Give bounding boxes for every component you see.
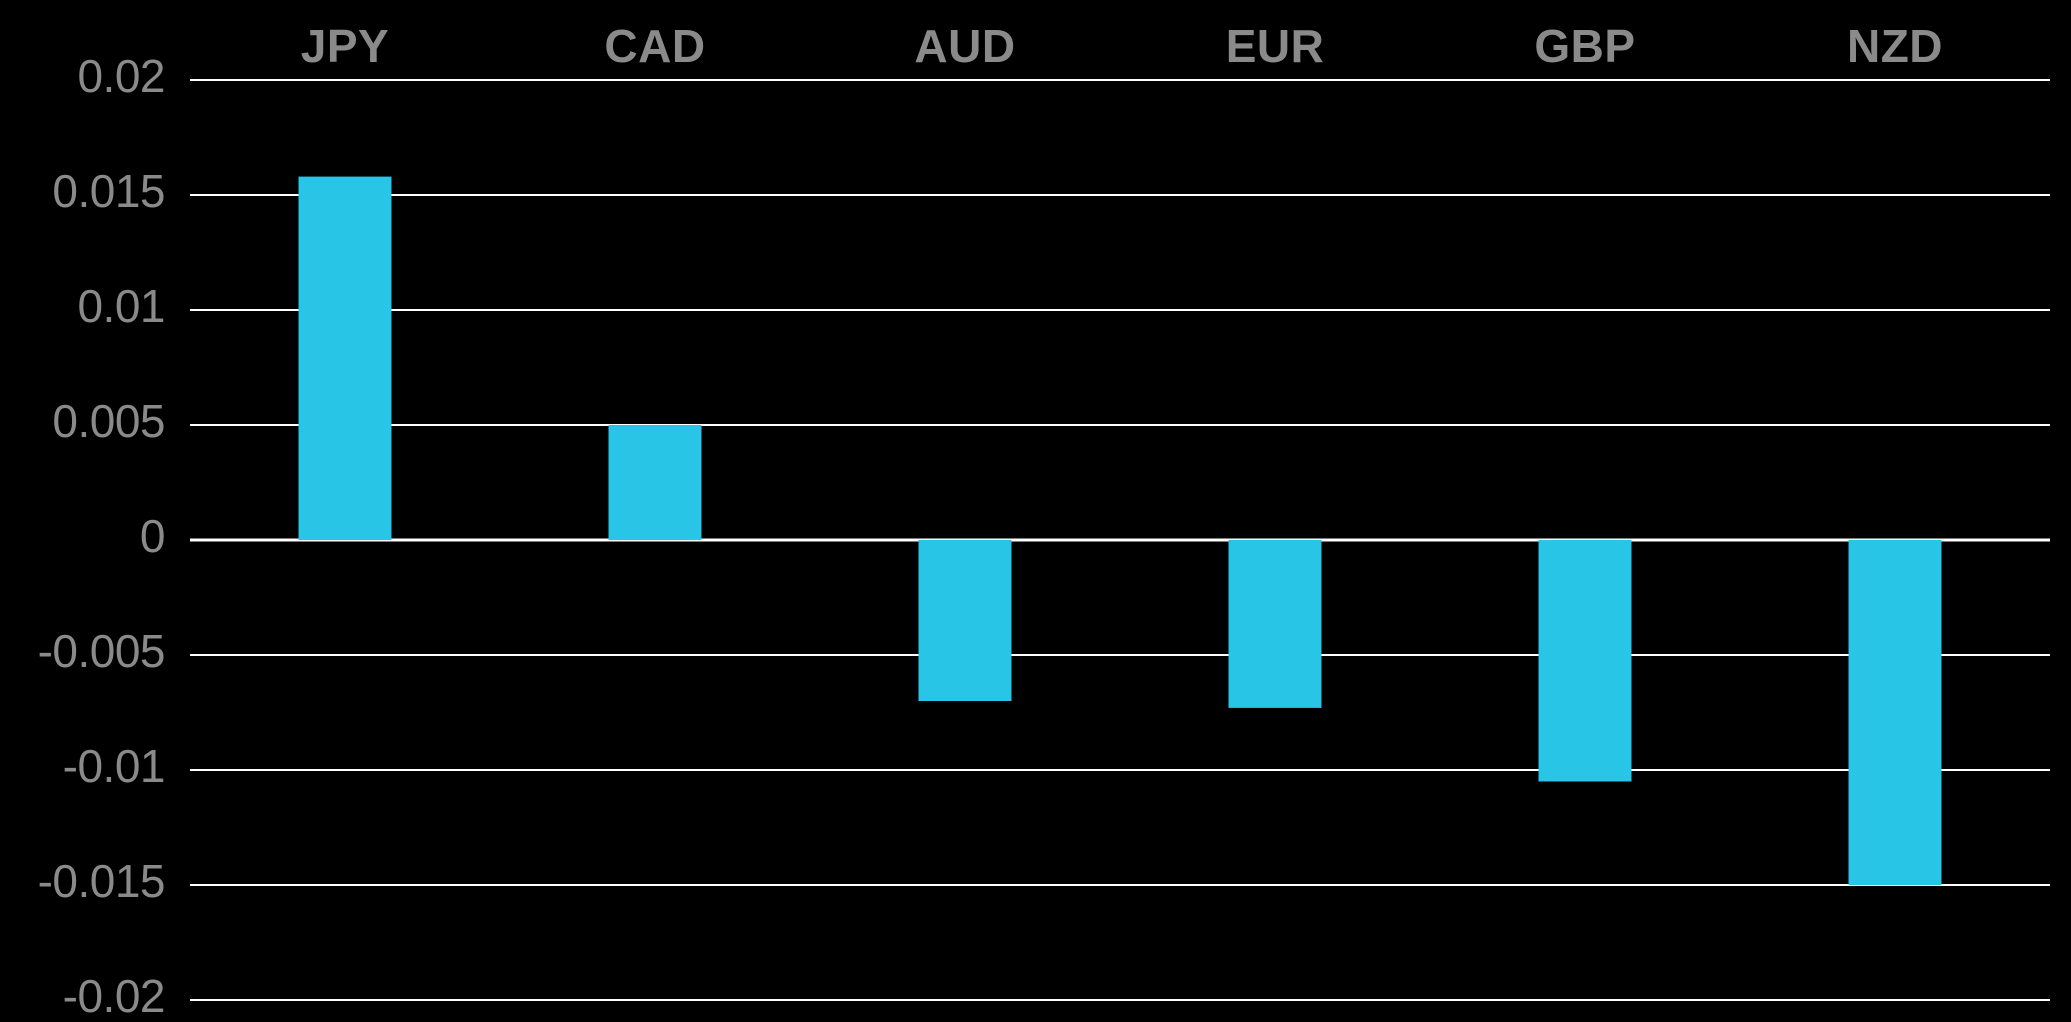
bar: [1539, 540, 1632, 782]
y-tick-label: 0.005: [52, 395, 165, 447]
category-label: CAD: [604, 20, 705, 72]
y-tick-label: 0.015: [52, 165, 165, 217]
y-tick-label: -0.005: [38, 625, 165, 677]
bar: [1229, 540, 1322, 708]
y-tick-label: -0.01: [63, 740, 165, 792]
bar: [919, 540, 1012, 701]
y-tick-label: 0.01: [77, 280, 165, 332]
chart-svg: 0.02 0.015 0.01 0.005 0 -0.005 -0.01 -0.015 -0.0…: [0, 0, 2071, 1022]
category-label: NZD: [1847, 20, 1943, 72]
bar: [299, 177, 392, 540]
currency-bar-chart: 0.02 0.015 0.01 0.005 0 -0.005 -0.01 -0.015 -0.0…: [0, 0, 2071, 1022]
bar: [609, 425, 702, 540]
category-label: AUD: [914, 20, 1015, 72]
y-tick-label: -0.02: [63, 970, 165, 1022]
category-label: EUR: [1226, 20, 1325, 72]
y-tick-label: 0: [140, 510, 165, 562]
bar: [1849, 540, 1942, 885]
category-label: JPY: [301, 20, 389, 72]
category-label: GBP: [1534, 20, 1635, 72]
y-tick-label: 0.02: [77, 50, 165, 102]
y-tick-label: -0.015: [38, 855, 165, 907]
